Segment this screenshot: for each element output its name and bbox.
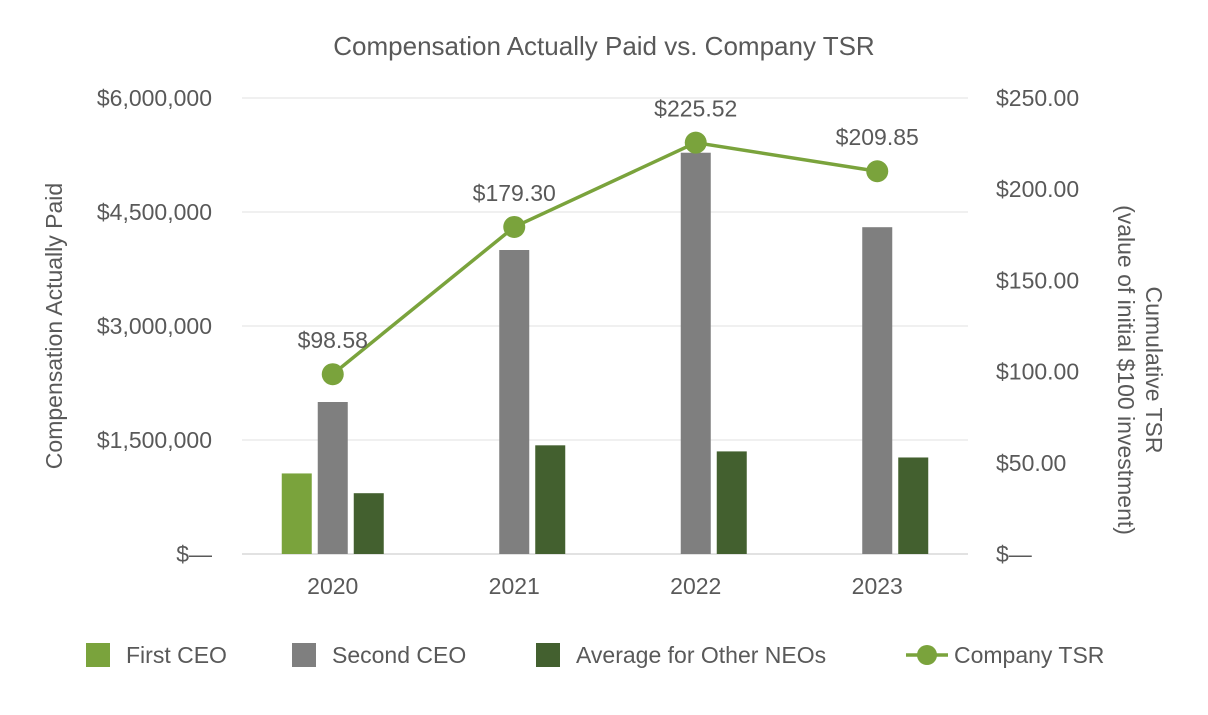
y-tick-label: $— (176, 541, 212, 567)
y-tick-label: $1,500,000 (97, 427, 212, 453)
legend-label-average-for-other-neos: Average for Other NEOs (576, 642, 826, 668)
legend-swatch-second-ceo (292, 643, 316, 667)
x-tick-label: 2020 (307, 573, 358, 599)
bar-average-for-other-neos (898, 457, 929, 554)
bar-second-ceo (317, 402, 348, 554)
y2-tick-label: $100.00 (996, 359, 1079, 385)
x-tick-label: 2021 (489, 573, 540, 599)
y-tick-label: $3,000,000 (97, 313, 212, 339)
y2-tick-label: $50.00 (996, 450, 1066, 476)
legend-swatch-first-ceo (86, 643, 110, 667)
axes: $— $1,500,000 $3,000,000 $4,500,000 $6,000,0… (41, 85, 1167, 599)
chart-title: Compensation Actually Paid vs. Company T… (333, 31, 874, 61)
bar-average-for-other-neos (716, 451, 747, 554)
legend-label-second-ceo: Second CEO (332, 642, 466, 668)
y2-tick-label: $250.00 (996, 85, 1079, 111)
y2-tick-label: $150.00 (996, 267, 1079, 293)
tsr-data-label: $209.85 (836, 124, 919, 150)
y2-axis-subtitle: (value of initial $100 investment) (1113, 205, 1139, 535)
legend-swatch-marker-company-tsr (917, 645, 937, 665)
y-tick-label: $4,500,000 (97, 199, 212, 225)
y2-tick-label: $200.00 (996, 176, 1079, 202)
legend-label-company-tsr: Company TSR (954, 642, 1104, 668)
grid-lines (242, 97, 968, 555)
tsr-point (684, 131, 707, 154)
tsr-point (866, 160, 889, 183)
tsr-data-label: $179.30 (473, 180, 556, 206)
y2-tick-label: $— (996, 541, 1032, 567)
legend: First CEO Second CEO Average for Other NEO… (86, 642, 1104, 668)
tsr-line (331, 140, 878, 376)
bar-second-ceo (862, 227, 893, 554)
bar-second-ceo (680, 152, 711, 554)
y2-axis-title: Cumulative TSR (1141, 286, 1167, 453)
bar-average-for-other-neos (535, 445, 566, 554)
tsr-point (503, 215, 526, 238)
bar-average-for-other-neos (353, 493, 384, 554)
bar-first-ceo (281, 473, 312, 554)
y-axis-title: Compensation Actually Paid (41, 183, 67, 469)
y-tick-label: $6,000,000 (97, 85, 212, 111)
tsr-line-series: $98.58 $179.30 $225.52 $209.85 (298, 96, 919, 386)
tsr-point (321, 363, 344, 386)
bars (281, 152, 929, 554)
tsr-data-label: $98.58 (298, 327, 368, 353)
bar-second-ceo (499, 250, 530, 554)
legend-swatch-average-for-other-neos (536, 643, 560, 667)
tsr-data-label: $225.52 (654, 96, 737, 122)
x-tick-label: 2022 (670, 573, 721, 599)
legend-label-first-ceo: First CEO (126, 642, 227, 668)
x-tick-label: 2023 (852, 573, 903, 599)
